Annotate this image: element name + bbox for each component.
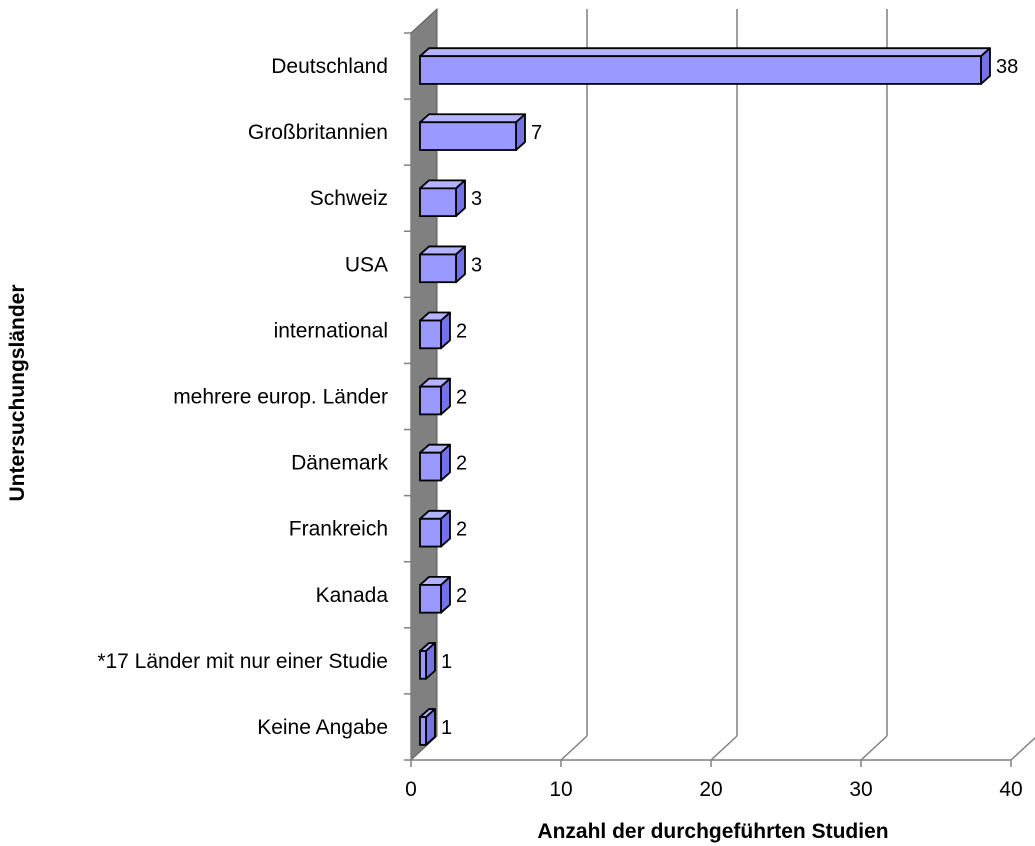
bars (419, 47, 991, 746)
category-label: mehrere europ. Länder (173, 386, 388, 409)
bar (419, 517, 442, 548)
category-label: Deutschland (271, 55, 388, 78)
axes (404, 32, 1012, 767)
x-tick-label: 20 (699, 778, 722, 801)
x-tick-label: 30 (849, 778, 872, 801)
bar (419, 187, 457, 218)
bar (419, 253, 457, 284)
bar (419, 650, 427, 680)
bar (419, 716, 427, 746)
data-label: 7 (531, 122, 542, 144)
data-label: 2 (456, 320, 467, 342)
category-label: Schweiz (310, 187, 388, 210)
bar-top (419, 47, 991, 58)
bar (419, 451, 442, 482)
bar-top (419, 113, 526, 124)
category-label: *17 Länder mit nur einer Studie (97, 650, 388, 673)
data-label: 1 (441, 651, 452, 673)
data-label: 3 (471, 254, 482, 276)
y-axis-title: Untersuchungsländer (6, 284, 29, 501)
bar (419, 319, 442, 350)
category-label: Großbritannien (248, 121, 388, 144)
data-label: 2 (456, 387, 467, 409)
category-label: Keine Angabe (257, 716, 388, 739)
gridline-floor (560, 735, 588, 761)
category-label: USA (345, 253, 388, 276)
gridlines (560, 9, 1035, 761)
bar (419, 121, 517, 151)
data-label: 2 (456, 519, 467, 541)
x-tick-label: 10 (549, 778, 572, 801)
category-label: international (274, 319, 388, 342)
x-tick-label: 0 (405, 778, 417, 801)
gridline-floor (1010, 736, 1035, 761)
data-label: 3 (471, 188, 482, 210)
bar (419, 55, 982, 85)
category-label: Kanada (316, 584, 389, 607)
gridline-floor (860, 735, 888, 761)
gridline-floor (710, 735, 738, 761)
category-label: Frankreich (289, 518, 388, 541)
x-tick-label: 40 (999, 778, 1022, 801)
data-label: 38 (996, 56, 1018, 78)
bar (419, 583, 442, 614)
data-label: 1 (441, 717, 452, 739)
x-axis-title: Anzahl der durchgeführten Studien (537, 820, 888, 843)
category-label: Dänemark (291, 452, 388, 475)
data-label: 2 (456, 453, 467, 475)
bar (419, 385, 442, 416)
data-label: 2 (456, 585, 467, 607)
labels: 0 10 20 30 40 Deutschland 38 Großbritannien 7 Sch… (97, 55, 1022, 801)
